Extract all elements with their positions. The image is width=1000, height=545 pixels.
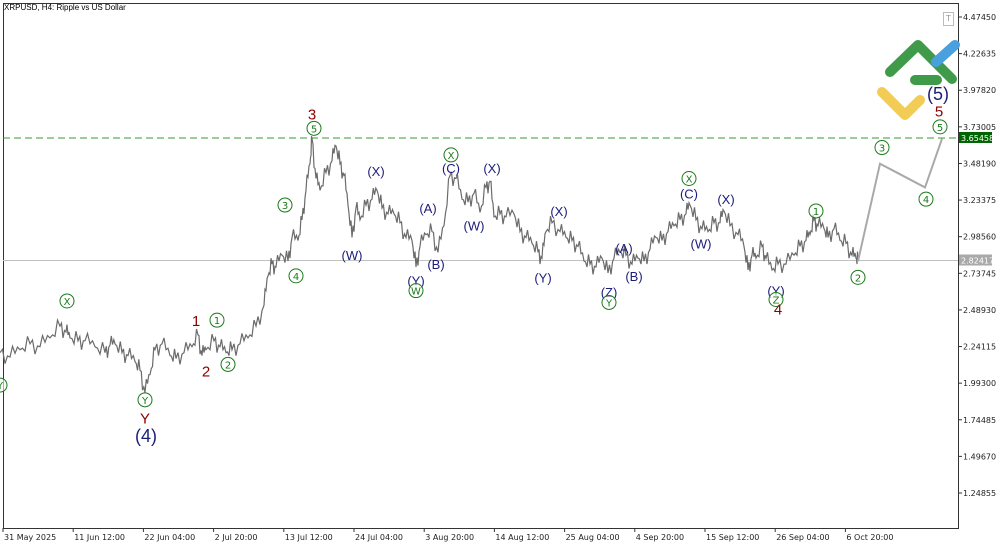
wave-label-circle: Z — [773, 295, 780, 306]
y-tick-label: 3.97820 — [963, 86, 996, 95]
x-tick-label: 31 May 2025 — [4, 533, 56, 542]
brand-logo-icon — [877, 40, 960, 120]
x-tick-label: 25 Aug 04:00 — [566, 533, 620, 542]
x-tick-label: 3 Aug 20:00 — [425, 533, 474, 542]
x-tick-label: 11 Jun 12:00 — [74, 533, 125, 542]
wave-label-circle: 3 — [282, 201, 288, 212]
wave-label-intermediate: (Y) — [534, 270, 551, 285]
y-tick-label: 2.24115 — [963, 343, 996, 352]
wave-label-intermediate: (W) — [464, 219, 485, 234]
x-tick-label: 15 Sep 12:00 — [706, 533, 759, 542]
price-series — [0, 135, 943, 393]
wave-label-circle: Y — [141, 396, 149, 407]
y-tick-label: 3.48190 — [963, 159, 996, 168]
wave-label-circle: 5 — [311, 124, 317, 135]
y-tick-label: 2.98560 — [963, 233, 996, 242]
wave-label-circle: Y — [605, 298, 613, 309]
wave-label-circle: 5 — [937, 123, 943, 134]
wave-label-intermediate: (C) — [442, 161, 460, 176]
wave-label-primary: Y — [140, 411, 150, 428]
wave-labels: YXYY(4)11223534(W)(X)(A)(B)(Y)WX(C)(W)(X… — [0, 84, 949, 446]
wave-label-intermediate: (X) — [483, 161, 500, 176]
x-tick-label: 26 Sep 04:00 — [776, 533, 829, 542]
x-tick-label: 14 Aug 12:00 — [495, 533, 549, 542]
x-tick-label: 4 Sep 20:00 — [636, 533, 684, 542]
x-tick-label: 22 Jun 04:00 — [144, 533, 195, 542]
price-tags: 3.65458 2.82417 — [959, 131, 994, 266]
wave-label-intermediate: (W) — [691, 236, 712, 251]
y-tick-label: 1.49670 — [963, 452, 996, 461]
wave-label-circle: 1 — [813, 207, 819, 218]
current-price-tag: 2.82417 — [961, 257, 994, 266]
wave-label-intermediate: (X) — [717, 192, 734, 207]
wave-label-intermediate: (A) — [615, 241, 632, 256]
wave-label-intermediate: (W) — [342, 248, 363, 263]
wave-label-circle: X — [686, 174, 693, 185]
x-tick-label: 6 Oct 20:00 — [846, 533, 893, 542]
resistance-price-tag: 3.65458 — [961, 134, 994, 143]
y-tick-label: 3.23375 — [963, 196, 996, 205]
wave-label-intermediate: (C) — [680, 186, 698, 201]
wave-label-primary: 1 — [192, 313, 200, 330]
wave-label-primary: 3 — [308, 107, 316, 124]
wave-label-intermediate: (B) — [427, 257, 444, 272]
x-tick-label: 24 Jul 04:00 — [355, 533, 403, 542]
wave-label-circle: 4 — [923, 195, 929, 206]
y-tick-label: 1.24855 — [963, 489, 996, 498]
trade-toggle-button[interactable]: T — [943, 12, 954, 26]
x-tick-label: 13 Jul 12:00 — [285, 533, 333, 542]
y-tick-label: 3.73005 — [963, 123, 996, 132]
wave-label-intermediate: (B) — [625, 269, 642, 284]
wave-label-circle: 2 — [225, 360, 231, 371]
wave-label-primary: 4 — [774, 301, 782, 318]
y-tick-label: 4.22635 — [963, 50, 996, 59]
horizontal-lines — [3, 137, 958, 262]
wave-label-primary: 2 — [202, 363, 210, 380]
wave-label-cycle: (5) — [927, 84, 949, 104]
y-tick-label: 2.48930 — [963, 306, 996, 315]
y-tick-label: 1.99300 — [963, 379, 996, 388]
wave-label-circle: 1 — [214, 316, 220, 327]
wave-label-circle: Y — [0, 381, 4, 392]
y-tick-label: 2.73745 — [963, 269, 996, 278]
wave-label-circle: W — [411, 287, 421, 298]
wave-label-circle: 3 — [879, 144, 885, 155]
axes: 4.47450 4.22635 3.97820 3.73005 3.48190 3.233… — [2, 3, 996, 542]
wave-label-intermediate: (X) — [550, 204, 567, 219]
wave-label-circle: X — [64, 297, 71, 308]
y-tick-label: 4.47450 — [963, 13, 996, 22]
x-tick-label: 2 Jul 20:00 — [215, 533, 258, 542]
wave-label-primary: 5 — [935, 104, 943, 121]
wave-label-circle: 2 — [855, 273, 861, 284]
wave-label-circle: X — [448, 151, 455, 162]
wave-label-circle: 4 — [293, 272, 299, 283]
wave-label-intermediate: (X) — [367, 164, 384, 179]
wave-label-cycle: (4) — [135, 426, 157, 446]
y-tick-label: 1.74485 — [963, 416, 996, 425]
wave-label-intermediate: (A) — [419, 201, 436, 216]
chart-title: XRPUSD, H4: Ripple vs US Dollar — [4, 3, 126, 12]
